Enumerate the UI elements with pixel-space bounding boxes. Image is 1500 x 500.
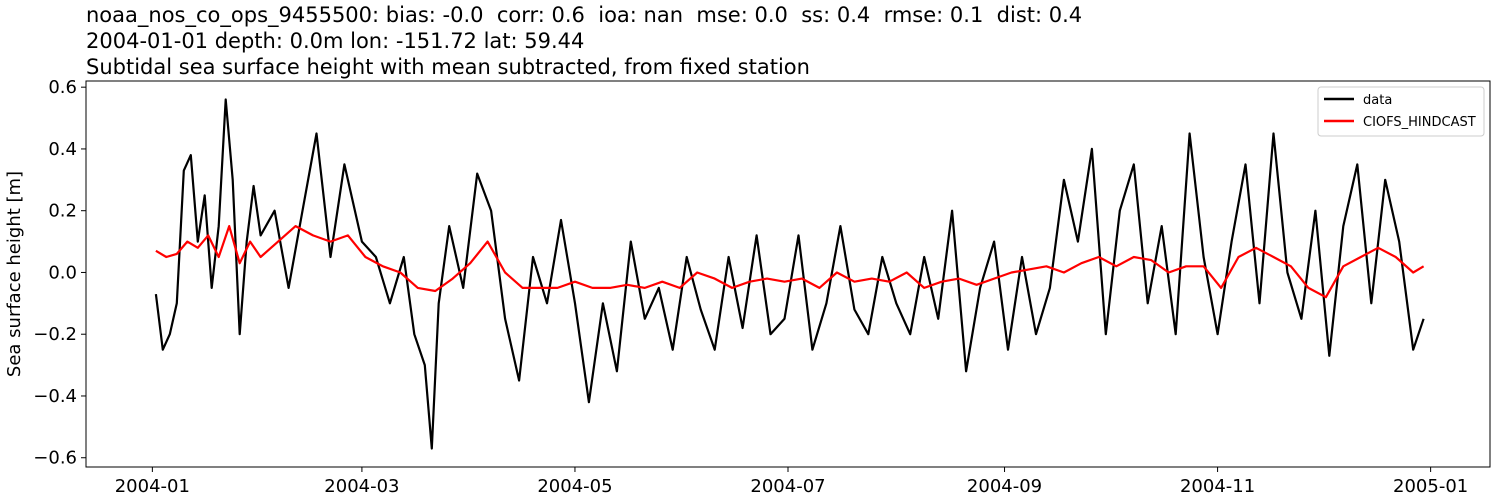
- y-tick-label: −0.6: [33, 448, 77, 469]
- y-tick-label: −0.4: [33, 386, 77, 407]
- y-tick-label: 0.6: [48, 77, 77, 98]
- x-tick-label: 2004-03: [324, 476, 399, 497]
- title-line-1: noaa_nos_co_ops_9455500: bias: -0.0 corr…: [86, 3, 1083, 27]
- chart-title: noaa_nos_co_ops_9455500: bias: -0.0 corr…: [86, 2, 1082, 80]
- series-line-data: [154, 98, 1425, 450]
- title-line-2: 2004-01-01 depth: 0.0m lon: -151.72 lat:…: [86, 29, 585, 53]
- axis-ticks: 2004-01 2004-03 2004-05 2004-07 2004-09 2004-…: [33, 77, 1468, 497]
- y-tick-label: 0.0: [48, 262, 77, 283]
- title-line-3: Subtidal sea surface height with mean su…: [86, 55, 810, 79]
- y-tick-label: −0.2: [33, 324, 77, 345]
- legend: data CIOFS_HINDCAST: [1317, 86, 1485, 137]
- series-layer: [154, 98, 1425, 450]
- y-tick-label: 0.2: [48, 201, 77, 222]
- x-tick-label: 2004-11: [1180, 476, 1255, 497]
- x-tick-label: 2004-07: [750, 476, 825, 497]
- y-axis-label: Sea surface height [m]: [4, 171, 25, 377]
- x-tick-label: 2004-01: [115, 476, 190, 497]
- x-tick-label: 2004-05: [537, 476, 612, 497]
- x-tick-label: 2004-09: [967, 476, 1042, 497]
- legend-box: [1317, 86, 1485, 137]
- plot-area: [85, 80, 1491, 468]
- x-tick-label: 2005-01: [1393, 476, 1468, 497]
- legend-label: CIOFS_HINDCAST: [1363, 115, 1476, 130]
- y-tick-label: 0.4: [48, 139, 77, 160]
- series-line-ciofs-hindcast: [155, 225, 1425, 299]
- legend-label: data: [1363, 93, 1392, 108]
